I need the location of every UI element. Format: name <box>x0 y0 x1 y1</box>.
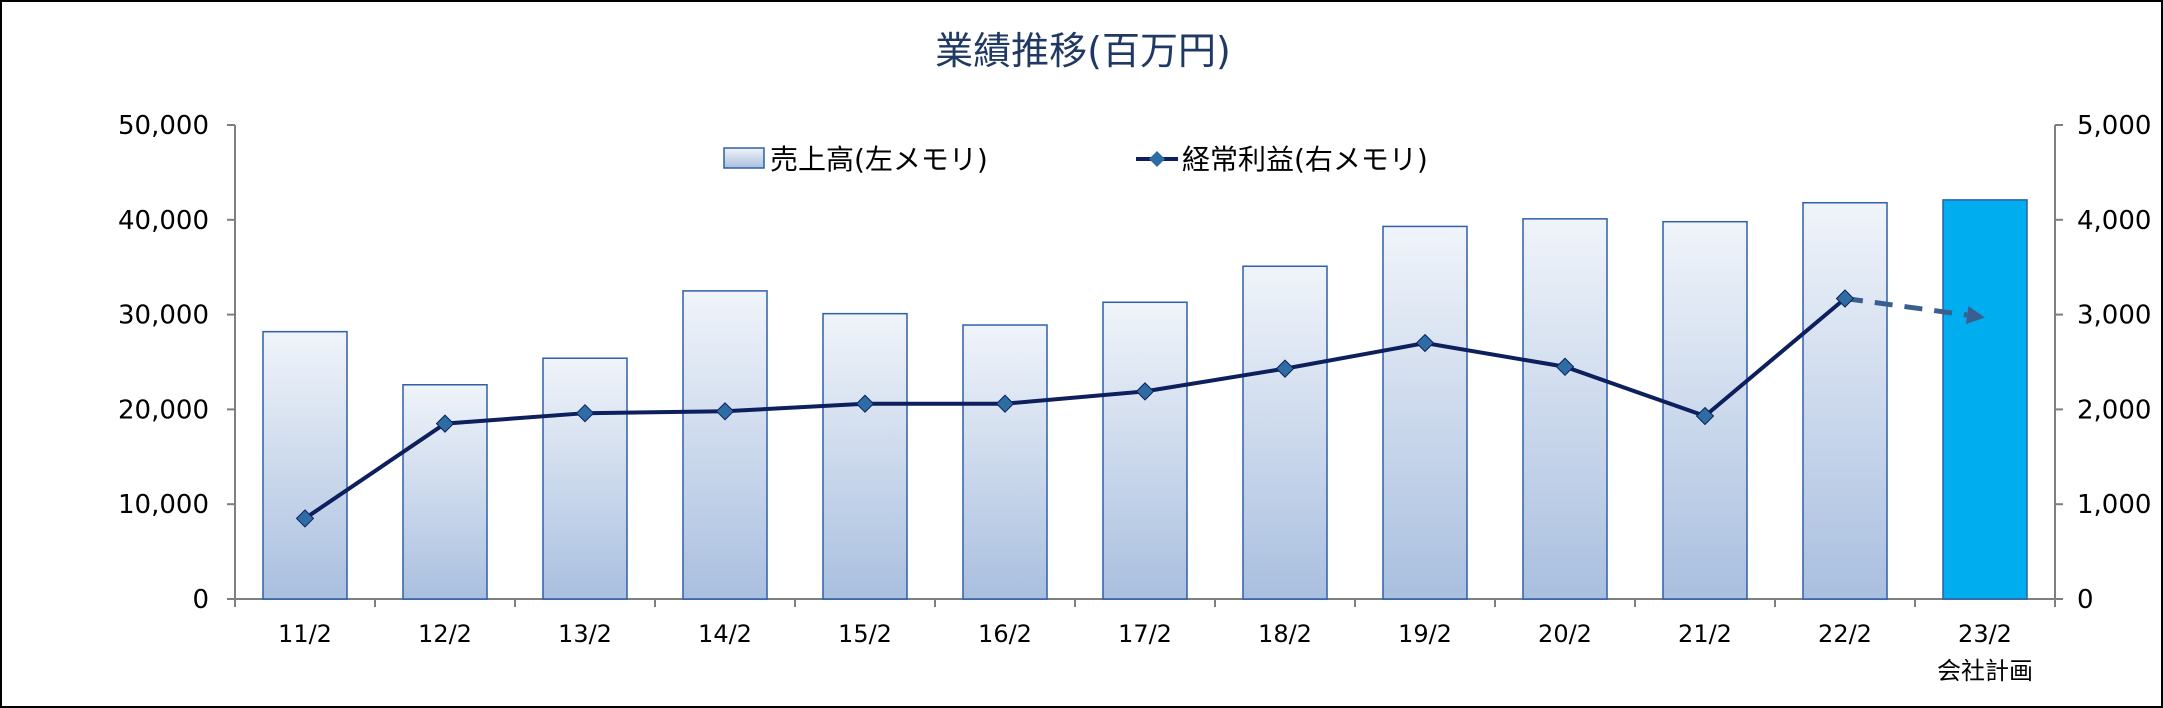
sales-bar <box>1102 301 1188 600</box>
sales-bar <box>1382 225 1468 600</box>
axes: 0 10,000 20,000 30,000 40,000 50,000 0 1,000 2,0… <box>118 111 2151 685</box>
profit-marker <box>995 394 1015 413</box>
y-axis-right-tick-label: 3,000 <box>2077 301 2151 331</box>
y-axis-right-tick-label: 0 <box>2077 585 2094 615</box>
x-axis-tick-label: 18/2 <box>1258 620 1312 648</box>
y-axis-left-tick-label: 40,000 <box>118 206 209 236</box>
legend-line-marker <box>1149 151 1165 167</box>
x-axis-tick-label: 20/2 <box>1538 620 1592 648</box>
y-axis-left-tick-label: 0 <box>192 585 209 615</box>
sales-bar <box>1522 218 1608 600</box>
y-axis-right-tick-label: 4,000 <box>2077 206 2151 236</box>
x-axis-tick-label: 23/2 <box>1958 620 2012 648</box>
profit-forecast-arrowhead <box>1965 306 1985 324</box>
legend: 売上高(左メモリ) 経常利益(右メモリ) <box>723 143 1428 176</box>
profit-marker <box>1135 382 1155 401</box>
profit-forecast-line <box>1844 296 1968 318</box>
profit-marker <box>1835 289 1855 308</box>
x-axis-tick-label: 13/2 <box>558 620 612 648</box>
profit-marker <box>575 403 595 423</box>
y-axis-left-tick-label: 10,000 <box>118 490 209 520</box>
x-axis-tick-label: 12/2 <box>418 620 472 648</box>
profit-marker <box>295 509 315 528</box>
x-axis-tick-label: 16/2 <box>978 620 1032 648</box>
x-axis-tick-label: 19/2 <box>1398 620 1452 648</box>
y-axis-right-tick-label: 2,000 <box>2077 395 2151 425</box>
x-axis-tick-label: 17/2 <box>1118 620 1172 648</box>
profit-marker <box>435 414 455 433</box>
x-axis-tick-label: 11/2 <box>278 620 332 648</box>
chart-title: 業績推移(百万円) <box>935 29 1231 73</box>
sales-bar <box>542 357 628 600</box>
profit-marker <box>1555 357 1575 376</box>
x-axis-tick-label: 22/2 <box>1818 620 1872 648</box>
legend-line-label: 経常利益(右メモリ) <box>1182 143 1428 176</box>
x-axis-tick-label: 21/2 <box>1678 620 1732 648</box>
x-axis-tick-label: 15/2 <box>838 620 892 648</box>
line-series <box>295 289 1985 528</box>
y-axis-left-tick-label: 30,000 <box>118 301 209 331</box>
sales-bar <box>1942 199 2028 600</box>
x-axis-tick-label: 14/2 <box>698 620 752 648</box>
y-axis-left-tick-label: 20,000 <box>118 395 209 425</box>
profit-marker <box>1415 333 1435 353</box>
legend-bar-label: 売上高(左メモリ) <box>770 143 988 176</box>
y-axis-right-tick-label: 5,000 <box>2077 111 2151 141</box>
bar-series <box>262 199 2028 600</box>
x-axis-tick-sublabel: 会社計画 <box>1937 657 2033 685</box>
sales-bar <box>1802 201 1888 600</box>
profit-line <box>303 296 1847 521</box>
profit-marker <box>1695 406 1715 426</box>
profit-marker <box>715 402 735 421</box>
y-axis-left-tick-label: 50,000 <box>118 111 209 141</box>
sales-bar <box>962 324 1048 600</box>
sales-bar <box>822 312 908 600</box>
y-axis-right-tick-label: 1,000 <box>2077 490 2151 520</box>
profit-marker <box>855 394 875 413</box>
sales-bar <box>262 330 348 600</box>
sales-bar <box>682 290 768 600</box>
legend-bar-swatch <box>723 147 765 169</box>
profit-marker <box>1275 359 1295 378</box>
sales-bar <box>1242 265 1328 600</box>
